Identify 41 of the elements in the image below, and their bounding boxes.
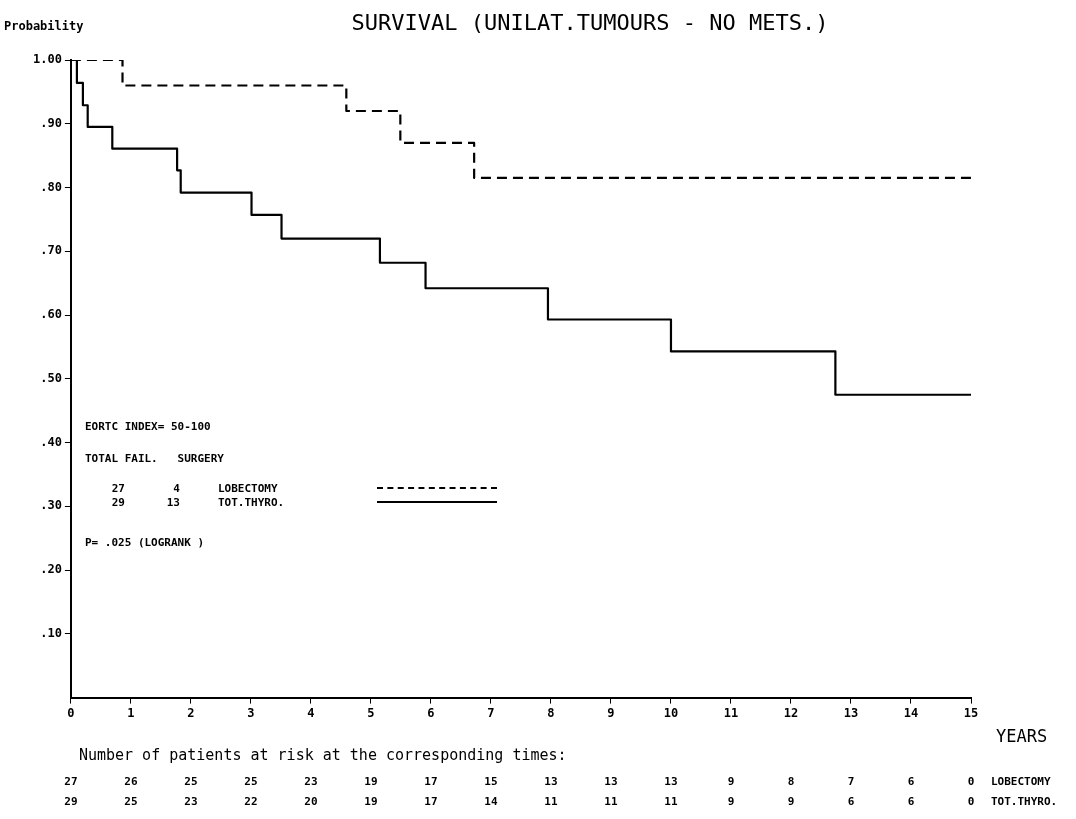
x-tick-label: 15 xyxy=(963,705,979,720)
x-tick-label: 6 xyxy=(427,705,435,720)
chart-title: SURVIVAL (UNILAT.TUMOURS - NO METS.) xyxy=(351,10,829,35)
text: TOT.THYRO. xyxy=(991,794,1058,808)
annotation: EORTC INDEX= 50-100 xyxy=(84,419,211,433)
x-tick-label: 0 xyxy=(67,705,75,720)
y-tick-label: 1.00 xyxy=(32,52,62,67)
x-tick-label: 7 xyxy=(487,705,495,720)
y-tick-label: .90 xyxy=(40,115,62,130)
x-tick-label: 9 xyxy=(607,705,615,720)
y-tick-label: .60 xyxy=(40,307,62,322)
x-tick-label: 3 xyxy=(247,705,255,720)
text: LOBECTOMY xyxy=(217,481,278,495)
y-tick-label: .70 xyxy=(40,243,62,258)
x-tick-label: 14 xyxy=(903,705,919,720)
text: TOT.THYRO. xyxy=(217,495,285,509)
y-tick-label: .80 xyxy=(40,179,62,194)
y-tick-label: .20 xyxy=(40,562,62,577)
text: 29 13 xyxy=(111,495,180,509)
y-tick-label: .10 xyxy=(40,625,62,640)
text: Number of patients at risk at the corresponding times: xyxy=(78,745,567,764)
text: 27 4 xyxy=(111,481,180,495)
annotation: TOTAL FAIL. SURGERY xyxy=(84,451,225,465)
x-tick-label: 5 xyxy=(367,705,375,720)
y-tick-label: .40 xyxy=(40,434,62,449)
y-tick-label: .50 xyxy=(40,370,62,385)
x-tick-label: 10 xyxy=(663,705,679,720)
x-tick-label: 4 xyxy=(307,705,315,720)
x-tick-label: 8 xyxy=(547,705,555,720)
y-tick-label: .30 xyxy=(40,498,62,513)
x-tick-label: 2 xyxy=(187,705,195,720)
text: 27 26 25 25 23 19 17 15 13 13 13 9 8 7 6 0 xyxy=(64,774,975,788)
y-axis-title: Probability xyxy=(4,19,84,33)
x-tick-label: 1 xyxy=(127,705,135,720)
text: LOBECTOMY xyxy=(991,774,1051,788)
x-tick-label: 11 xyxy=(723,705,739,720)
text: 29 25 23 22 20 19 17 14 11 11 11 9 9 6 6 0 xyxy=(64,794,975,808)
annotation: P= .025 (LOGRANK ) xyxy=(84,535,205,549)
x-axis-title: YEARS xyxy=(996,725,1048,746)
x-tick-label: 13 xyxy=(843,705,859,720)
x-tick-label: 12 xyxy=(783,705,799,720)
